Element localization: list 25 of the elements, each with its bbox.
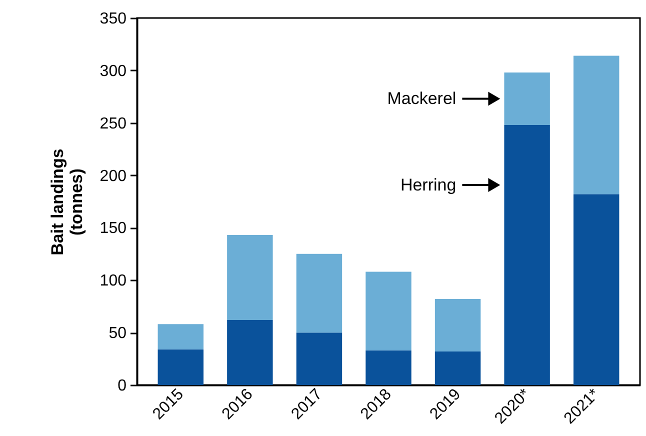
y-axis-title: Bait landings (tonnes) [48, 148, 86, 256]
y-tick-label: 150 [100, 220, 127, 238]
y-tick-label: 100 [100, 272, 127, 290]
bar [573, 56, 620, 194]
bar [573, 194, 620, 385]
bar [158, 349, 204, 385]
text: Herring [400, 175, 456, 194]
y-tick-label: 350 [100, 10, 127, 28]
y-tick-label: 50 [108, 325, 127, 342]
y-tick-label: 250 [100, 115, 127, 132]
bar [227, 235, 273, 320]
bar [434, 299, 481, 352]
text: Mackerel [387, 89, 456, 108]
bar [158, 324, 204, 350]
bar [366, 272, 412, 350]
y-tick-label: 300 [100, 62, 127, 80]
bar [504, 124, 550, 385]
y-tick-label: 200 [100, 168, 127, 185]
bar [504, 72, 550, 125]
bar [366, 350, 412, 385]
bar [296, 332, 342, 385]
bar [227, 320, 273, 385]
bar [296, 254, 342, 333]
y-tick-label: 0 [118, 378, 127, 394]
bar [434, 351, 481, 385]
